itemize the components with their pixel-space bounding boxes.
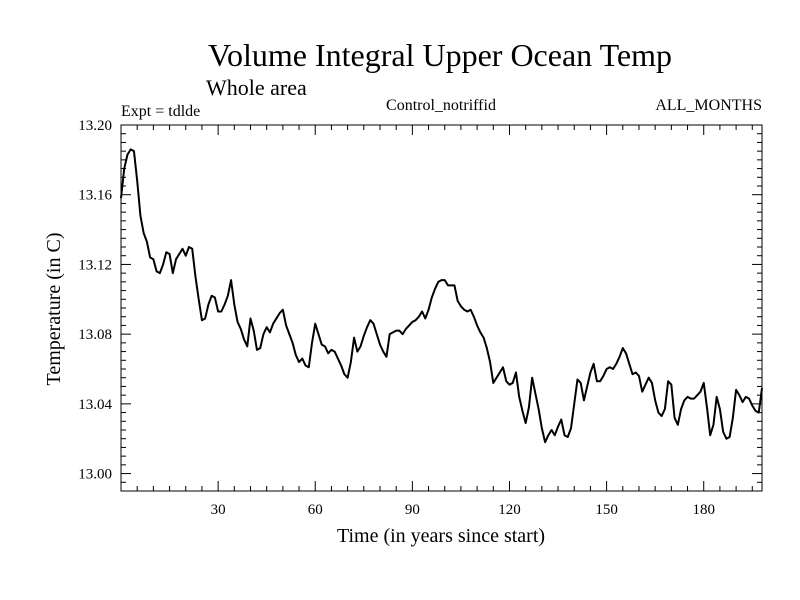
y-tick-label: 13.12	[78, 257, 112, 273]
x-tick-label: 180	[692, 502, 715, 518]
y-tick-label: 13.16	[78, 188, 112, 204]
x-axis-label: Time (in years since start)	[337, 525, 545, 547]
y-tick-label: 13.04	[78, 397, 112, 413]
x-tick-label: 30	[211, 502, 226, 518]
x-tick-label: 150	[595, 502, 618, 518]
y-axis-label: Temperature (in C)	[43, 233, 65, 386]
y-tick-label: 13.20	[78, 118, 112, 134]
chart-subtitle: Whole area	[206, 75, 307, 100]
y-tick-labels: 13.00 13.04 13.08 13.12 13.16 13.20	[78, 118, 112, 483]
annotation-right: ALL_MONTHS	[655, 97, 762, 114]
series-line	[120, 148, 763, 444]
chart-title: Volume Integral Upper Ocean Temp	[208, 37, 672, 73]
x-tick-label: 90	[405, 502, 420, 518]
x-tick-label: 60	[308, 502, 323, 518]
x-tick-label: 120	[498, 502, 521, 518]
x-tick-labels: 30 60 90 120 150 180	[211, 502, 715, 518]
annotation-left: Expt = tdlde	[121, 103, 200, 120]
axis-ticks	[121, 124, 762, 492]
y-tick-label: 13.08	[78, 327, 112, 343]
y-tick-label: 13.00	[78, 467, 112, 483]
annotation-center: Control_notriffid	[386, 97, 496, 114]
